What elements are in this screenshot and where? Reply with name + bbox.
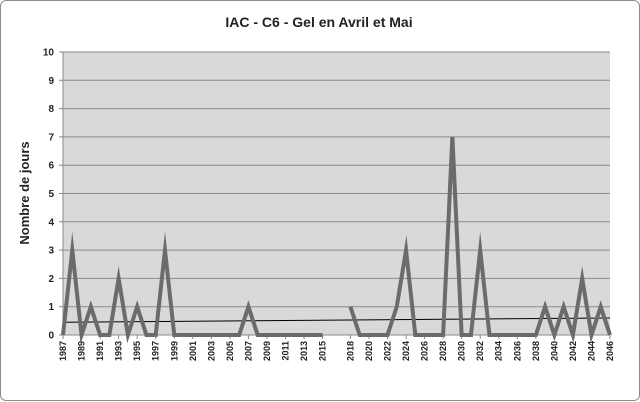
- y-tick-label: 8: [48, 104, 54, 115]
- x-tick-label: 2018: [345, 341, 355, 361]
- series-layer: [61, 136, 612, 345]
- x-tick-label: 2040: [549, 341, 559, 361]
- y-tick-label: 9: [48, 76, 54, 87]
- y-tick-label: 1: [48, 302, 54, 313]
- x-tick-label: 2001: [188, 341, 198, 361]
- x-tick-label: 2044: [586, 341, 596, 361]
- x-tick-label: 2042: [568, 341, 578, 361]
- y-axis-label: Nombre de jours: [17, 141, 32, 244]
- x-tick-label: 2009: [262, 341, 272, 361]
- x-tick-label: 2046: [605, 341, 615, 361]
- x-tick-label: 2038: [531, 341, 541, 361]
- x-tick-label: 2036: [512, 341, 522, 361]
- trendline-layer: [62, 317, 611, 323]
- x-tick-label: 2022: [382, 341, 392, 361]
- y-tick-label: 2: [48, 274, 54, 285]
- y-tick-labels: 0 1 2 3 4 5 6 7 8 9 10: [43, 48, 55, 342]
- x-tick-label: 2030: [457, 341, 467, 361]
- x-tick-label: 2032: [475, 341, 485, 361]
- x-tick-label: 2015: [318, 341, 328, 361]
- x-tick-label: 1997: [151, 341, 161, 361]
- x-tick-labels: 1987 1989 1991 1993 1995 1997 1999 2001 2003 2005…: [58, 335, 615, 361]
- trendline: [62, 317, 611, 323]
- y-tick-label: 5: [48, 189, 54, 200]
- x-tick-label: 1987: [58, 341, 68, 361]
- x-tick-label: 2028: [438, 341, 448, 361]
- series-line-segment-1-1: [61, 231, 323, 345]
- x-tick-label: 2020: [364, 341, 374, 361]
- x-tick-label: 1993: [114, 341, 124, 361]
- x-tick-label: 1991: [95, 341, 105, 361]
- y-tick-label: 10: [43, 48, 55, 59]
- x-tick-label: 2011: [281, 341, 291, 361]
- x-tick-label: 2026: [420, 341, 430, 361]
- y-tick-label: 7: [48, 132, 54, 143]
- x-tick-label: 1989: [77, 341, 87, 361]
- chart-title: IAC - C6 - Gel en Avril et Mai: [225, 14, 412, 30]
- y-tick-label: 3: [48, 246, 54, 257]
- x-tick-label: 1995: [132, 341, 142, 361]
- y-tick-label: 6: [48, 161, 54, 172]
- series-line-segment-1-2: [348, 136, 612, 344]
- y-tick-label: 4: [48, 217, 54, 228]
- x-tick-label: 1999: [169, 341, 179, 361]
- x-tick-label: 2005: [225, 341, 235, 361]
- x-tick-label: 2003: [206, 341, 216, 361]
- y-tick-label: 0: [48, 331, 54, 342]
- x-tick-label: 2034: [494, 341, 504, 361]
- x-tick-label: 2007: [243, 341, 253, 361]
- x-tick-label: 2024: [401, 341, 411, 361]
- x-tick-label: 2013: [299, 341, 309, 361]
